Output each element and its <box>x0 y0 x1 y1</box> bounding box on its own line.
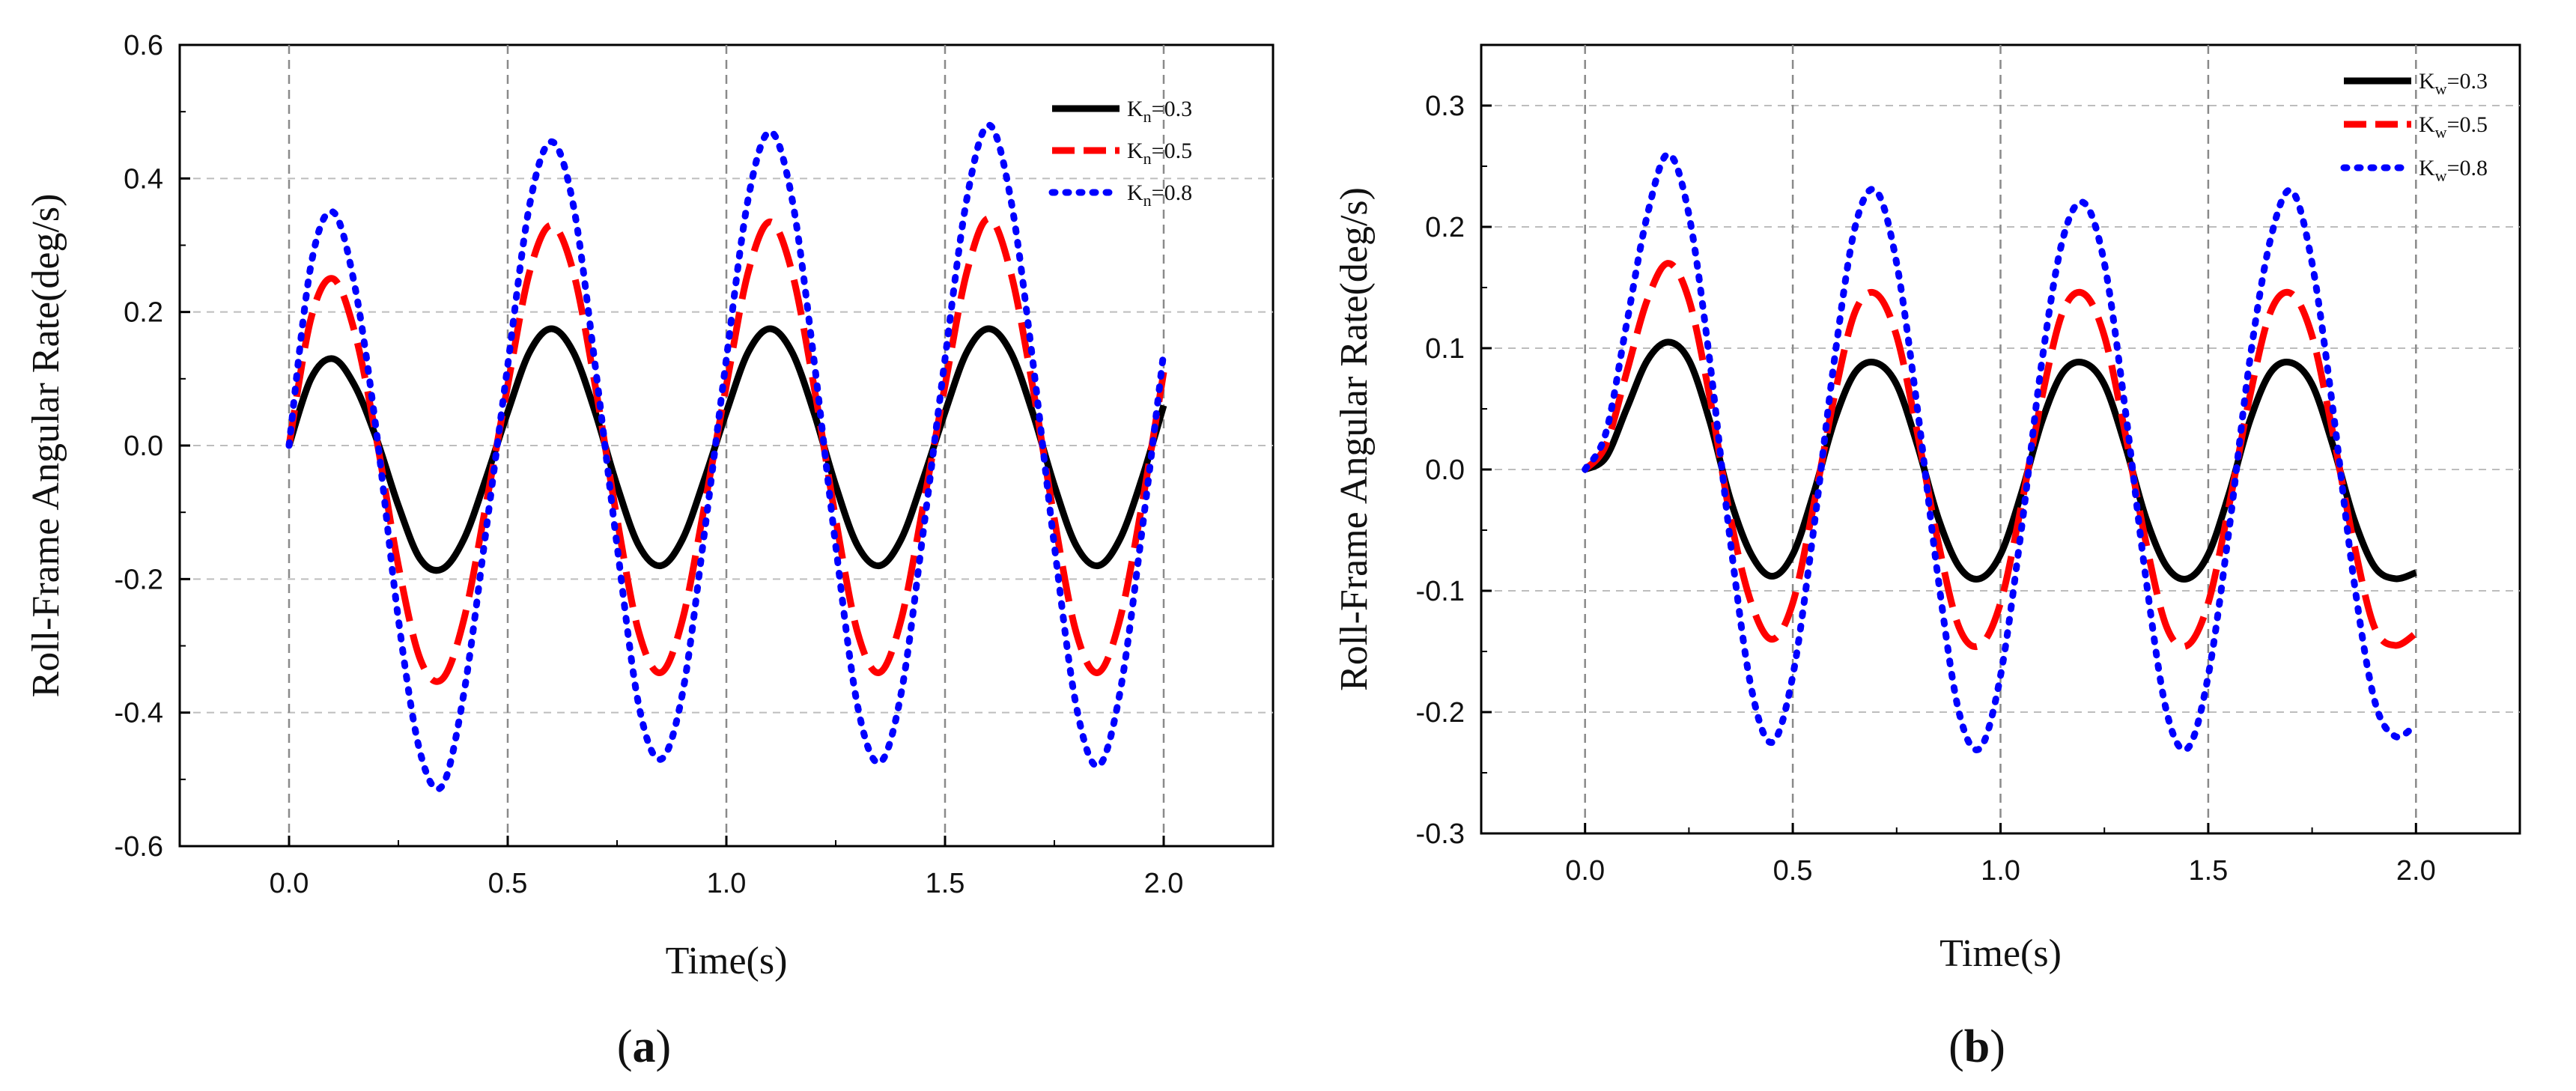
y-tick-label: -0.1 <box>1416 576 1465 607</box>
legend-label: Kw=0.3 <box>2419 69 2488 98</box>
x-tick-label: 2.0 <box>1144 868 1184 899</box>
x-axis-title: Time(s) <box>666 940 788 982</box>
x-tick-label: 0.0 <box>270 868 309 899</box>
x-tick-label: 2.0 <box>2396 855 2436 887</box>
y-tick-label: -0.3 <box>1416 818 1465 850</box>
x-axis-title: Time(s) <box>1939 932 2062 975</box>
chart-panel-a: -0.6 -0.4 -0.2 0.0 0.2 0.4 0.6 0.0 0.5 1.0 1.5 2.0 T… <box>25 30 1275 982</box>
y-tick-label: 0.6 <box>124 30 163 61</box>
y-tick-label: -0.6 <box>115 831 163 863</box>
panel-label-b: (b) <box>1948 1021 2005 1072</box>
series-line-Kn=0.8 <box>285 121 1167 793</box>
legend-label: Kw=0.8 <box>2419 156 2488 185</box>
y-axis-title: Roll-Frame Angular Rate(deg/s) <box>1333 187 1376 691</box>
legend-label: Kn=0.5 <box>1127 139 1192 168</box>
y-axis-title: Roll-Frame Angular Rate(deg/s) <box>25 194 67 698</box>
y-tick-label: 0.1 <box>1425 333 1465 365</box>
y-tick-label: 0.0 <box>1425 455 1465 486</box>
y-tick-label: -0.4 <box>115 698 163 729</box>
panel-label-a: (a) <box>617 1021 671 1072</box>
y-tick-label: 0.0 <box>124 431 163 462</box>
legend-label: Kn=0.8 <box>1127 180 1192 210</box>
y-tick-label: 0.4 <box>124 163 163 195</box>
x-tick-label: 0.5 <box>1773 855 1813 887</box>
series-line-Kn=0.3 <box>285 325 1167 574</box>
legend-label: Kn=0.3 <box>1127 97 1192 126</box>
y-tick-label: -0.2 <box>1416 697 1465 729</box>
x-tick-label: 0.5 <box>488 868 528 899</box>
x-tick-label: 1.0 <box>707 868 747 899</box>
x-tick-label: 1.5 <box>926 868 965 899</box>
y-tick-label: 0.2 <box>124 297 163 329</box>
chart-panel-b: -0.3 -0.2 -0.1 0.0 0.1 0.2 0.3 0.0 0.5 1.0 1.5 2.0 T… <box>1333 43 2521 975</box>
y-tick-label: 0.2 <box>1425 212 1465 243</box>
legend-label: Kw=0.5 <box>2419 112 2488 142</box>
y-tick-label: -0.2 <box>115 564 163 595</box>
x-tick-label: 0.0 <box>1565 855 1605 887</box>
x-tick-label: 1.5 <box>2188 855 2228 887</box>
series-line-Kw=0.8 <box>1582 151 2419 753</box>
x-tick-label: 1.0 <box>1981 855 2020 887</box>
y-tick-label: 0.3 <box>1425 91 1465 122</box>
series-line-Kn=0.5 <box>285 215 1167 685</box>
